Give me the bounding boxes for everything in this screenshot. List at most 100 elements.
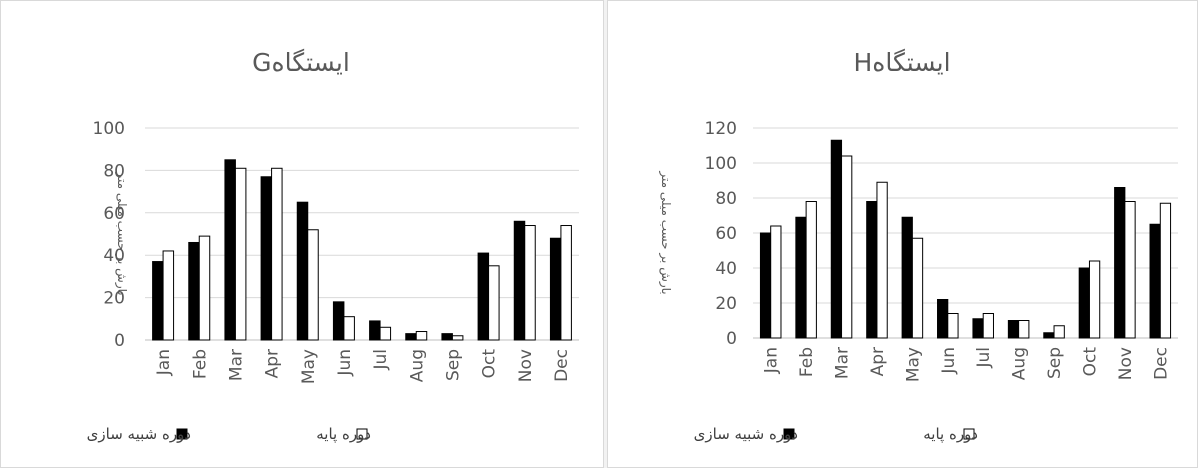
bar-h-base-mar — [841, 155, 853, 339]
x-tick-label-h-dec: Dec — [1151, 347, 1171, 380]
bar-h-base-oct — [1088, 260, 1101, 339]
y-tick-label-h-120: 120 — [705, 119, 737, 139]
chart-title-g: ایستگاهG — [252, 48, 350, 77]
bar-h-simulation-nov — [1114, 187, 1126, 339]
chart-panel-g: ایستگاهG 0 20 40 60 80 100 بارش بر حسب میلی متر… — [0, 0, 604, 468]
bar-g-base-oct — [488, 265, 500, 341]
bar-h-simulation-oct — [1078, 267, 1090, 339]
bar-g-simulation-jun — [332, 301, 345, 341]
x-tick-label-h-nov: Nov — [1116, 347, 1136, 380]
bar-h-base-jul — [982, 313, 994, 339]
y-tick-label-g-80: 80 — [103, 161, 125, 181]
legend-swatch-h-simulation — [783, 428, 795, 440]
legend-swatch-g-base — [356, 428, 368, 440]
y-axis-label-h: بارش بر حسب میلی متر — [658, 170, 673, 294]
bar-h-base-jan — [770, 225, 782, 339]
bar-g-simulation-may — [296, 201, 309, 341]
bar-h-simulation-jan — [759, 232, 772, 339]
bar-h-simulation-apr — [866, 201, 878, 339]
x-tick-label-g-feb: Feb — [190, 349, 210, 379]
legend-label-h-simulation: دوره شبیه سازی — [694, 425, 798, 443]
legend-swatch-h-base — [963, 428, 975, 440]
bar-g-base-aug — [415, 331, 428, 341]
bar-h-simulation-may — [901, 216, 913, 339]
x-tick-label-h-may: May — [903, 347, 923, 382]
bar-g-simulation-oct — [477, 252, 490, 341]
bar-g-simulation-aug — [405, 333, 417, 341]
bar-g-base-dec — [560, 225, 572, 341]
y-tick-label-h-80: 80 — [715, 189, 737, 209]
x-tick-label-h-jul: Jul — [974, 347, 994, 369]
bar-h-base-aug — [1018, 320, 1030, 339]
bar-h-base-sep — [1053, 325, 1065, 339]
bar-h-simulation-dec — [1149, 223, 1161, 339]
y-tick-label-g-20: 20 — [103, 289, 125, 309]
bar-g-simulation-jan — [152, 261, 164, 341]
x-tick-label-h-apr: Apr — [868, 347, 888, 376]
bar-g-base-jan — [162, 250, 175, 341]
bar-h-base-dec — [1159, 202, 1172, 339]
bar-g-simulation-dec — [549, 237, 562, 341]
bar-h-base-feb — [805, 201, 817, 339]
x-tick-label-h-mar: Mar — [833, 347, 853, 379]
legend-label-h-base: دوره پایه — [923, 425, 978, 444]
x-tick-label-g-dec: Dec — [552, 349, 572, 382]
chart-title-h: ایستگاهH — [853, 48, 950, 77]
bar-g-base-apr — [271, 167, 283, 341]
y-axis-label-g: بارش بر حسب میلی متر — [114, 171, 129, 295]
bar-g-base-may — [307, 229, 319, 341]
bar-g-simulation-feb — [188, 241, 200, 341]
y-tick-label-h-100: 100 — [705, 154, 737, 174]
x-tick-label-h-oct: Oct — [1080, 347, 1100, 377]
x-tick-label-h-sep: Sep — [1045, 347, 1065, 379]
legend-label-g-simulation: دوره شبیه سازی — [87, 425, 191, 443]
y-tick-label-h-0: 0 — [726, 329, 737, 349]
x-tick-label-h-feb: Feb — [797, 347, 817, 377]
bar-g-base-feb — [198, 235, 211, 341]
chart-h: ایستگاهH 0 20 40 60 80 100 120 بارش بر حسب میلی … — [658, 48, 1178, 444]
bar-g-base-nov — [524, 225, 536, 341]
bar-h-simulation-sep — [1043, 332, 1055, 339]
panel-divider — [604, 0, 607, 468]
legend-swatch-g-simulation — [176, 428, 188, 440]
y-tick-label-h-20: 20 — [715, 294, 737, 314]
bar-g-base-jul — [379, 326, 392, 341]
y-tick-label-g-40: 40 — [103, 246, 125, 266]
x-tick-label-h-jun: Jun — [939, 347, 959, 375]
x-tick-label-g-sep: Sep — [443, 349, 463, 381]
bar-h-simulation-jul — [972, 318, 984, 339]
x-tick-label-h-jan: Jan — [762, 347, 782, 374]
x-tick-label-g-oct: Oct — [480, 349, 500, 379]
x-tick-label-g-aug: Aug — [407, 349, 427, 382]
bar-g-base-mar — [234, 167, 247, 341]
y-tick-label-h-40: 40 — [715, 259, 737, 279]
bar-h-base-jun — [947, 313, 959, 339]
y-tick-label-g-60: 60 — [103, 204, 125, 224]
x-tick-label-g-mar: Mar — [226, 349, 246, 381]
x-tick-label-g-nov: Nov — [516, 349, 536, 382]
bar-h-base-nov — [1124, 201, 1136, 339]
bar-h-simulation-jun — [937, 299, 949, 339]
x-tick-label-h-aug: Aug — [1010, 347, 1030, 380]
bar-g-simulation-sep — [441, 333, 453, 341]
x-tick-label-g-may: May — [299, 349, 319, 384]
bar-g-simulation-apr — [260, 176, 273, 341]
bar-h-simulation-mar — [830, 139, 843, 339]
chart-panel-h: ایستگاهH 0 20 40 60 80 100 120 بارش بر حسب میلی … — [607, 0, 1198, 468]
x-tick-label-g-jan: Jan — [154, 349, 174, 376]
y-tick-label-g-0: 0 — [114, 331, 125, 351]
x-tick-label-g-jul: Jul — [371, 349, 391, 371]
bar-g-base-jun — [343, 316, 355, 341]
bar-h-simulation-feb — [795, 216, 807, 339]
y-tick-label-h-60: 60 — [715, 224, 737, 244]
chart-g: ایستگاهG 0 20 40 60 80 100 بارش بر حسب میلی متر… — [87, 48, 579, 444]
bar-g-simulation-nov — [513, 220, 526, 341]
bar-h-simulation-aug — [1007, 320, 1020, 339]
x-tick-label-g-apr: Apr — [263, 349, 283, 378]
legend-label-g-base: دوره پایه — [316, 425, 371, 444]
bar-h-base-may — [911, 237, 924, 339]
bar-g-simulation-jul — [369, 320, 381, 341]
y-tick-label-g-100: 100 — [93, 119, 125, 139]
bar-h-base-apr — [876, 181, 888, 339]
bar-g-base-sep — [451, 335, 464, 341]
